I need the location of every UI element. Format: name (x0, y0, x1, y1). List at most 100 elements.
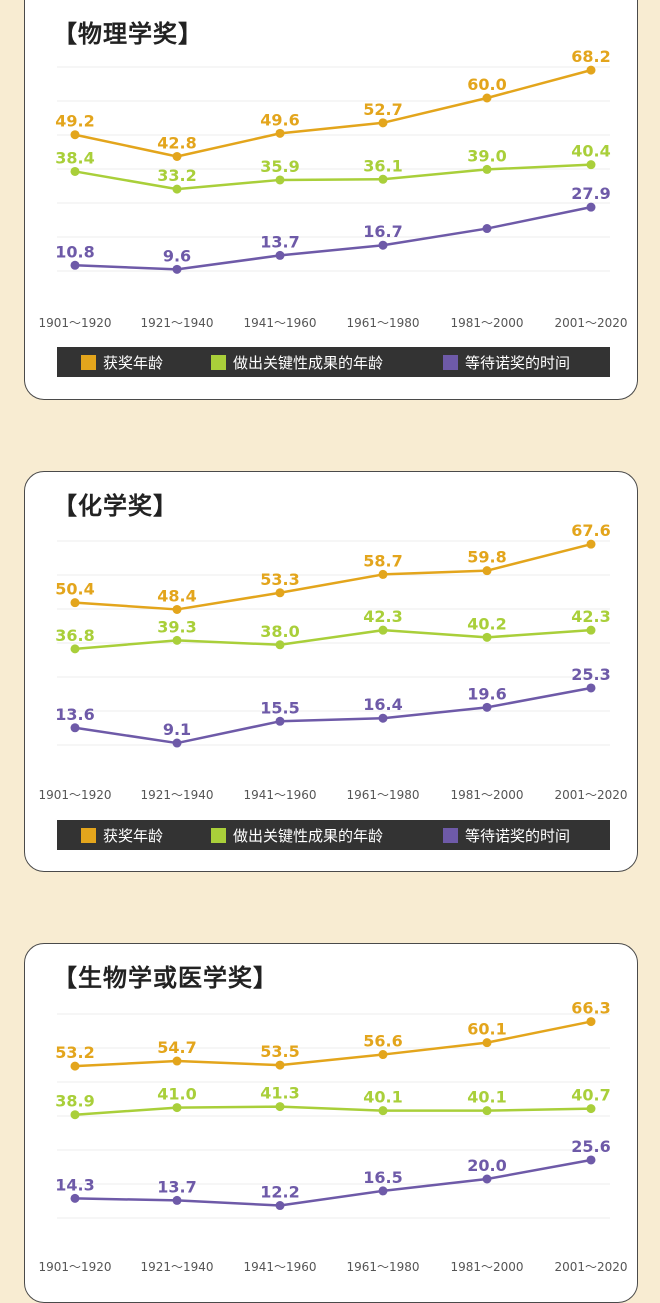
legend-label: 获奖年龄 (103, 826, 164, 845)
award-age-data-label: 60.1 (467, 1020, 506, 1039)
award-age-point (275, 588, 285, 598)
work-age-point (70, 1110, 80, 1120)
x-tick-label: 1921～1940 (140, 1260, 213, 1274)
work-age-point (586, 625, 596, 635)
wait-time-point (172, 264, 182, 274)
work-age-data-label: 38.4 (55, 148, 94, 167)
award-age-data-label: 49.2 (55, 112, 94, 131)
work-age-data-label: 42.3 (363, 607, 402, 626)
award-age-point (586, 539, 596, 549)
work-age-point (482, 632, 492, 642)
wait-time-data-label: 12.2 (260, 1183, 299, 1202)
award-age-data-label: 67.6 (571, 521, 610, 540)
chemistry-line-chart: 1901～1920 1921～1940 1941～1960 1961～1980 1981… (38, 521, 627, 802)
award-age-point (172, 604, 182, 614)
wait-time-data-label: 14.3 (55, 1175, 94, 1194)
wait-time-data-label: 13.7 (260, 232, 299, 251)
work-age-data-label: 39.3 (157, 617, 196, 636)
wait-time-data-label: 15.5 (260, 698, 299, 717)
legend-label: 做出关键性成果的年龄 (233, 353, 384, 372)
legend-item-work-age: 做出关键性成果的年龄 (211, 820, 383, 850)
x-tick-label: 1921～1940 (140, 788, 213, 802)
chemistry-chart-panel: 【化学奖】 1901～1920 1921～1940 1941～1960 1961～19… (24, 471, 638, 872)
work-age-series-line (74, 1105, 592, 1116)
wait-time-data-label: 25.6 (571, 1137, 610, 1156)
work-age-point (378, 1106, 388, 1116)
wait-time-data-label: 20.0 (467, 1156, 506, 1175)
award-age-data-label: 66.3 (571, 999, 610, 1018)
x-tick-label: 2001～2020 (554, 788, 627, 802)
wait-time-point (586, 202, 596, 212)
award-age-data-label: 53.2 (55, 1043, 94, 1062)
award-age-point (275, 1060, 285, 1070)
x-tick-label: 1901～1920 (38, 316, 111, 330)
work-age-data-label: 42.3 (571, 607, 610, 626)
award-age-point (172, 1056, 182, 1066)
wait-time-data-label: 16.7 (363, 222, 402, 241)
chart-legend: 获奖年龄 做出关键性成果的年龄 等待诺奖的时间 (57, 347, 610, 377)
chart-title: 【生物学或医学奖】 (53, 964, 278, 992)
wait-time-point (70, 1193, 80, 1203)
wait-time-point (172, 1195, 182, 1205)
medicine-line-chart: 1901～1920 1921～1940 1941～1960 1961～1980 1981… (38, 999, 627, 1274)
legend-swatch-award-age (81, 354, 96, 370)
work-age-point (275, 640, 285, 650)
work-age-data-label: 38.9 (55, 1092, 94, 1111)
award-age-series-line (74, 1020, 592, 1068)
work-age-point (586, 1104, 596, 1114)
award-age-data-label: 53.3 (260, 570, 299, 589)
legend-label: 等待诺奖的时间 (465, 353, 571, 372)
wait-time-data-label: 9.1 (163, 720, 191, 739)
wait-time-point (172, 738, 182, 748)
medicine-chart-panel: 【生物学或医学奖】 1901～1920 1921～1940 1941～1960 196… (24, 943, 638, 1303)
wait-time-point (275, 1201, 285, 1211)
award-age-point (378, 118, 388, 128)
award-age-data-label: 52.7 (363, 100, 402, 119)
legend-swatch-work-age (211, 354, 226, 370)
work-age-point (482, 164, 492, 174)
award-age-point (482, 1038, 492, 1048)
wait-time-data-label: 27.9 (571, 184, 610, 203)
work-age-point (172, 635, 182, 645)
award-age-point (586, 65, 596, 75)
legend-label: 等待诺奖的时间 (465, 826, 571, 845)
x-tick-label: 1901～1920 (38, 1260, 111, 1274)
award-age-data-label: 48.4 (157, 586, 196, 605)
award-age-point (482, 93, 492, 103)
work-age-point (482, 1106, 492, 1116)
x-tick-label: 1961～1980 (346, 788, 419, 802)
legend-label: 做出关键性成果的年龄 (233, 826, 384, 845)
work-age-point (70, 166, 80, 176)
award-age-data-label: 68.2 (571, 47, 610, 66)
wait-time-point (70, 260, 80, 270)
award-age-series-line (74, 542, 592, 611)
work-age-data-label: 39.0 (467, 146, 506, 165)
wait-time-data-label: 13.6 (55, 705, 94, 724)
wait-time-point (378, 1186, 388, 1196)
x-tick-label: 1981～2000 (450, 788, 523, 802)
wait-time-series-line (74, 1158, 592, 1207)
wait-time-data-label: 16.4 (363, 695, 402, 714)
award-age-series-line (74, 68, 592, 158)
legend-item-work-age: 做出关键性成果的年龄 (211, 347, 383, 377)
wait-time-data-label: 10.8 (55, 242, 94, 261)
wait-time-point (482, 224, 492, 234)
award-age-point (482, 566, 492, 576)
x-tick-label: 1941～1960 (243, 1260, 316, 1274)
work-age-point (275, 1102, 285, 1112)
award-age-point (70, 130, 80, 140)
wait-time-point (275, 716, 285, 726)
work-age-series-line (74, 163, 592, 191)
work-age-point (70, 644, 80, 654)
wait-time-point (586, 683, 596, 693)
award-age-data-label: 50.4 (55, 580, 94, 599)
award-age-data-label: 60.0 (467, 75, 506, 94)
legend-swatch-award-age (81, 827, 96, 843)
award-age-point (70, 1061, 80, 1071)
x-tick-label: 1981～2000 (450, 1260, 523, 1274)
x-tick-label: 1921～1940 (140, 316, 213, 330)
x-tick-label: 1941～1960 (243, 788, 316, 802)
chart-title: 【物理学奖】 (53, 20, 203, 48)
award-age-data-label: 53.5 (260, 1042, 299, 1061)
work-age-data-label: 36.1 (363, 156, 402, 175)
